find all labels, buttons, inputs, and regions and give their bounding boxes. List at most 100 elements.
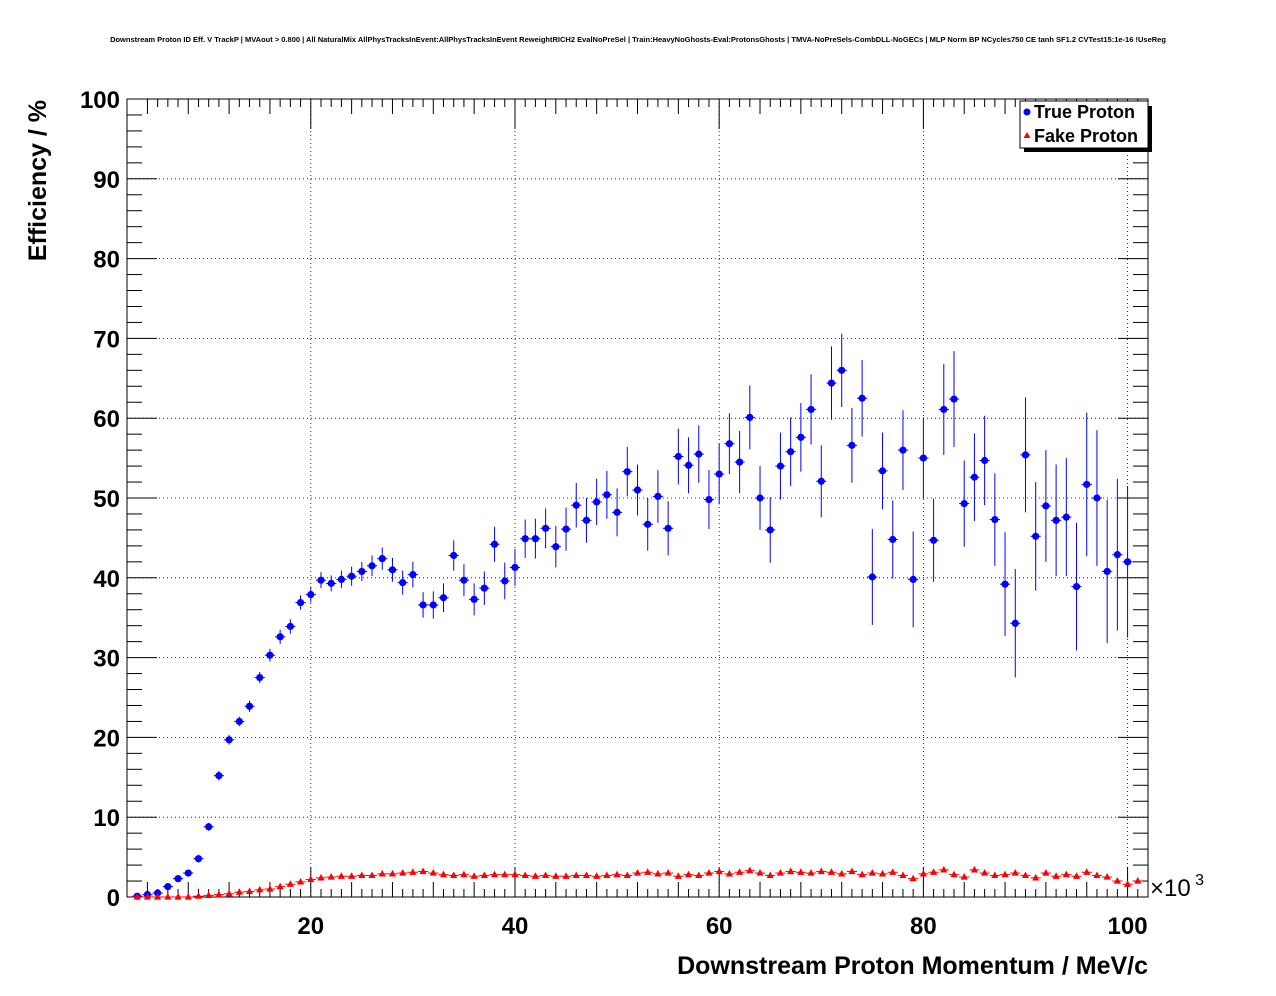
data-point <box>695 450 703 458</box>
data-point <box>1134 877 1142 884</box>
data-point <box>307 875 315 883</box>
data-point <box>981 869 989 876</box>
y-tick-label-7: 70 <box>93 326 120 353</box>
x-tick-label-1: 40 <box>502 913 529 940</box>
data-point <box>1103 873 1111 880</box>
data-point <box>899 871 907 879</box>
y-tick-label-0: 0 <box>107 885 120 912</box>
data-point <box>184 893 192 900</box>
data-point <box>552 872 560 879</box>
data-point <box>470 872 478 879</box>
data-point <box>848 441 856 449</box>
data-point <box>358 567 366 576</box>
data-point <box>460 576 468 584</box>
data-point <box>490 540 499 548</box>
data-point <box>766 871 774 879</box>
data-point <box>878 869 887 877</box>
data-point <box>582 871 591 879</box>
data-point <box>542 524 550 532</box>
data-point <box>184 869 192 877</box>
data-point <box>317 576 325 584</box>
data-point <box>950 395 958 403</box>
data-point <box>827 379 836 387</box>
data-point <box>205 823 213 831</box>
data-point <box>225 736 233 744</box>
legend-label-fake-proton: Fake Proton <box>1034 126 1138 146</box>
x-tick-label-4: 100 <box>1108 913 1148 940</box>
data-point <box>460 870 468 878</box>
data-point <box>787 867 795 875</box>
data-point <box>664 869 672 876</box>
y-tick-label-5: 50 <box>93 486 120 513</box>
data-point <box>878 467 887 475</box>
data-point <box>1072 582 1081 591</box>
data-point <box>1032 532 1040 540</box>
data-point <box>1113 551 1121 559</box>
data-point <box>1083 480 1091 489</box>
data-point <box>868 573 876 581</box>
data-point <box>705 495 713 504</box>
data-point <box>919 869 927 877</box>
data-point <box>174 875 182 883</box>
data-point <box>909 575 917 583</box>
tick-labels: 20 40 60 80 100 0 10 20 30 40 50 60 70 80 90 100 <box>80 87 1148 940</box>
legend: True Proton Fake Proton <box>1019 100 1152 152</box>
x-tick-label-2: 60 <box>706 913 733 940</box>
data-point <box>674 872 682 879</box>
data-point <box>521 535 529 543</box>
data-point <box>337 872 346 879</box>
data-point <box>746 866 754 874</box>
data-point <box>715 470 723 478</box>
data-point <box>429 869 437 876</box>
y-tick-label-6: 60 <box>93 406 120 433</box>
data-point <box>235 717 243 726</box>
data-point <box>929 868 938 875</box>
data-point <box>245 887 254 895</box>
data-point <box>154 893 162 900</box>
data-point <box>654 869 662 877</box>
data-point <box>1123 880 1132 887</box>
data-point <box>593 498 601 506</box>
x-tick-label-3: 80 <box>910 913 937 940</box>
data-point <box>817 477 825 485</box>
data-point <box>746 413 754 422</box>
data-point <box>164 883 172 891</box>
legend-marker-true-proton <box>1023 108 1031 116</box>
data-point <box>174 893 182 900</box>
data-point <box>838 366 846 374</box>
legend-label-true-proton: True Proton <box>1034 102 1135 122</box>
y-axis-title: Efficiency / % <box>24 100 52 261</box>
data-point <box>1001 870 1009 878</box>
data-point <box>327 873 335 880</box>
data-point <box>480 871 488 879</box>
data-point <box>256 885 264 893</box>
data-point <box>756 494 764 502</box>
legend-marker-fake-proton <box>1023 132 1031 138</box>
data-point <box>368 871 376 879</box>
data-point <box>940 405 948 414</box>
data-point <box>1093 871 1101 879</box>
axis-ticks <box>127 98 1148 898</box>
data-point <box>1103 567 1111 576</box>
data-point <box>960 499 968 508</box>
series-true-proton <box>132 333 1133 900</box>
x-axis-multiplier: ×10 3 <box>1150 872 1204 902</box>
data-point <box>562 525 570 533</box>
data-point <box>501 577 509 585</box>
data-point <box>603 491 611 499</box>
data-point <box>787 448 795 456</box>
x-axis-title: Downstream Proton Momentum / MeV/c <box>677 952 1148 980</box>
data-point <box>317 873 325 881</box>
data-point <box>1123 558 1132 566</box>
data-point <box>889 868 897 875</box>
data-point <box>572 871 580 879</box>
data-point <box>807 405 815 414</box>
data-point <box>674 452 682 461</box>
data-point <box>593 872 601 879</box>
data-point <box>388 566 397 574</box>
data-point <box>725 869 733 877</box>
data-point <box>143 893 152 900</box>
data-point <box>654 492 662 501</box>
data-point <box>439 594 448 602</box>
data-point <box>756 869 764 876</box>
